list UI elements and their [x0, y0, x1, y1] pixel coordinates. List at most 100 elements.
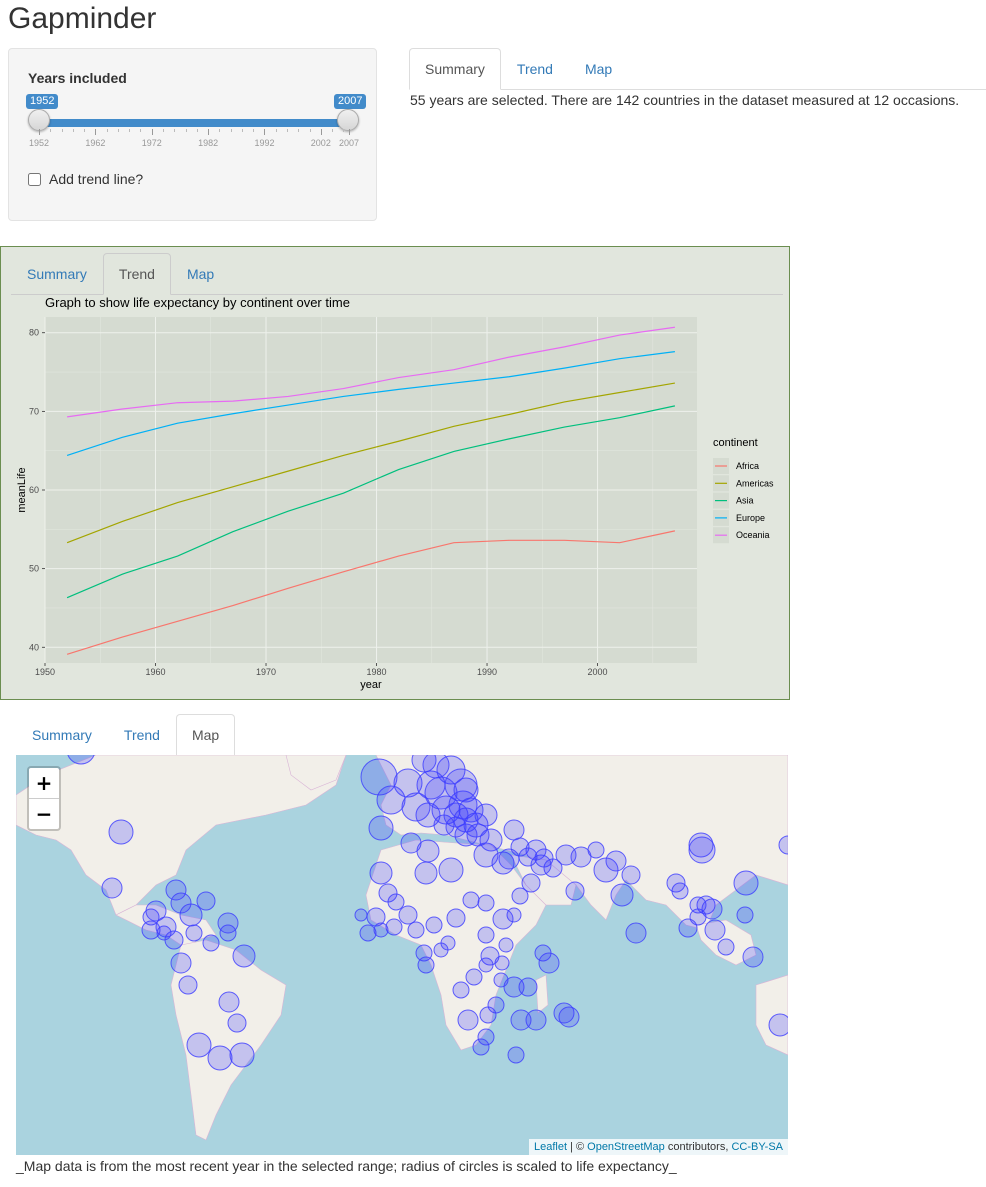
- country-marker[interactable]: [742, 946, 764, 968]
- country-marker[interactable]: [453, 807, 479, 833]
- country-marker[interactable]: [373, 922, 389, 938]
- country-marker[interactable]: [422, 755, 450, 779]
- country-marker[interactable]: [778, 835, 788, 855]
- country-marker[interactable]: [565, 881, 585, 901]
- country-marker[interactable]: [446, 908, 466, 928]
- tab-map[interactable]: Map: [186, 266, 215, 282]
- country-marker[interactable]: [525, 1009, 547, 1031]
- country-marker[interactable]: [219, 924, 237, 942]
- country-marker[interactable]: [417, 956, 435, 974]
- country-marker[interactable]: [457, 1009, 479, 1031]
- country-marker[interactable]: [196, 891, 216, 911]
- country-marker[interactable]: [164, 930, 184, 950]
- country-marker[interactable]: [507, 1046, 525, 1064]
- country-marker[interactable]: [479, 828, 503, 852]
- country-marker[interactable]: [401, 792, 431, 822]
- country-marker[interactable]: [733, 870, 759, 896]
- slider-max-handle[interactable]: [337, 109, 359, 131]
- country-marker[interactable]: [498, 937, 514, 953]
- country-marker[interactable]: [453, 777, 479, 803]
- leaflet-link[interactable]: Leaflet: [533, 1141, 567, 1153]
- country-marker[interactable]: [477, 1028, 495, 1046]
- country-marker[interactable]: [368, 815, 394, 841]
- country-marker[interactable]: [570, 846, 592, 868]
- country-marker[interactable]: [521, 873, 541, 893]
- country-marker[interactable]: [587, 841, 605, 859]
- zoom-out-button[interactable]: −: [35, 802, 53, 826]
- country-marker[interactable]: [369, 861, 393, 885]
- country-marker[interactable]: [186, 1032, 212, 1058]
- country-marker[interactable]: [494, 955, 510, 971]
- country-marker[interactable]: [425, 916, 443, 934]
- tab-trend[interactable]: Trend: [102, 253, 171, 295]
- country-marker[interactable]: [671, 882, 689, 900]
- country-marker[interactable]: [165, 879, 187, 901]
- tab-map[interactable]: Map: [175, 714, 236, 756]
- trend-checkbox[interactable]: [28, 172, 41, 186]
- country-marker[interactable]: [477, 926, 495, 944]
- country-marker[interactable]: [503, 976, 525, 998]
- country-marker[interactable]: [407, 921, 425, 939]
- country-marker[interactable]: [156, 925, 172, 941]
- country-marker[interactable]: [492, 908, 514, 930]
- country-marker[interactable]: [506, 907, 522, 923]
- country-marker[interactable]: [411, 755, 437, 773]
- country-marker[interactable]: [768, 1013, 788, 1037]
- country-marker[interactable]: [518, 977, 538, 997]
- country-marker[interactable]: [359, 924, 377, 942]
- tab-map[interactable]: Map: [584, 61, 613, 77]
- country-marker[interactable]: [503, 819, 525, 841]
- country-marker[interactable]: [480, 946, 500, 966]
- country-marker[interactable]: [510, 1009, 532, 1031]
- country-marker[interactable]: [478, 957, 494, 973]
- tab-trend[interactable]: Trend: [123, 727, 160, 743]
- country-marker[interactable]: [487, 996, 505, 1014]
- country-marker[interactable]: [438, 857, 464, 883]
- country-marker[interactable]: [218, 991, 240, 1013]
- country-marker[interactable]: [170, 892, 192, 914]
- country-marker[interactable]: [701, 898, 723, 920]
- country-marker[interactable]: [398, 905, 418, 925]
- country-marker[interactable]: [621, 865, 641, 885]
- country-marker[interactable]: [436, 755, 466, 785]
- slider-min-handle[interactable]: [28, 109, 50, 131]
- country-marker[interactable]: [227, 1013, 247, 1033]
- country-marker[interactable]: [538, 952, 560, 974]
- country-marker[interactable]: [454, 823, 478, 847]
- country-marker[interactable]: [625, 922, 647, 944]
- country-marker[interactable]: [511, 887, 529, 905]
- country-marker[interactable]: [229, 1042, 255, 1068]
- country-marker[interactable]: [393, 768, 423, 798]
- country-marker[interactable]: [207, 1045, 233, 1071]
- country-marker[interactable]: [414, 861, 438, 885]
- country-marker[interactable]: [704, 919, 726, 941]
- country-marker[interactable]: [354, 908, 368, 922]
- country-marker[interactable]: [518, 847, 538, 867]
- country-marker[interactable]: [170, 952, 192, 974]
- country-marker[interactable]: [462, 891, 480, 909]
- country-marker[interactable]: [415, 802, 441, 828]
- country-marker[interactable]: [688, 836, 716, 864]
- country-marker[interactable]: [543, 858, 563, 878]
- world-map[interactable]: + − Leaflet | © OpenStreetMap contributo…: [16, 755, 788, 1155]
- tab-summary[interactable]: Summary: [409, 48, 501, 90]
- country-marker[interactable]: [101, 877, 123, 899]
- country-marker[interactable]: [232, 944, 256, 968]
- tab-summary[interactable]: Summary: [27, 266, 87, 282]
- country-marker[interactable]: [736, 906, 754, 924]
- osm-link[interactable]: OpenStreetMap: [587, 1141, 665, 1153]
- country-marker[interactable]: [440, 935, 456, 951]
- country-marker[interactable]: [387, 893, 405, 911]
- country-marker[interactable]: [678, 918, 698, 938]
- country-marker[interactable]: [605, 850, 627, 872]
- trend-checkbox-row[interactable]: Add trend line?: [28, 171, 143, 187]
- country-marker[interactable]: [178, 975, 198, 995]
- country-marker[interactable]: [472, 1038, 490, 1056]
- country-marker[interactable]: [610, 883, 634, 907]
- country-marker[interactable]: [385, 918, 403, 936]
- country-marker[interactable]: [185, 924, 203, 942]
- years-slider-track[interactable]: [39, 119, 349, 127]
- country-marker[interactable]: [142, 908, 160, 926]
- country-marker[interactable]: [465, 968, 483, 986]
- country-marker[interactable]: [666, 873, 686, 893]
